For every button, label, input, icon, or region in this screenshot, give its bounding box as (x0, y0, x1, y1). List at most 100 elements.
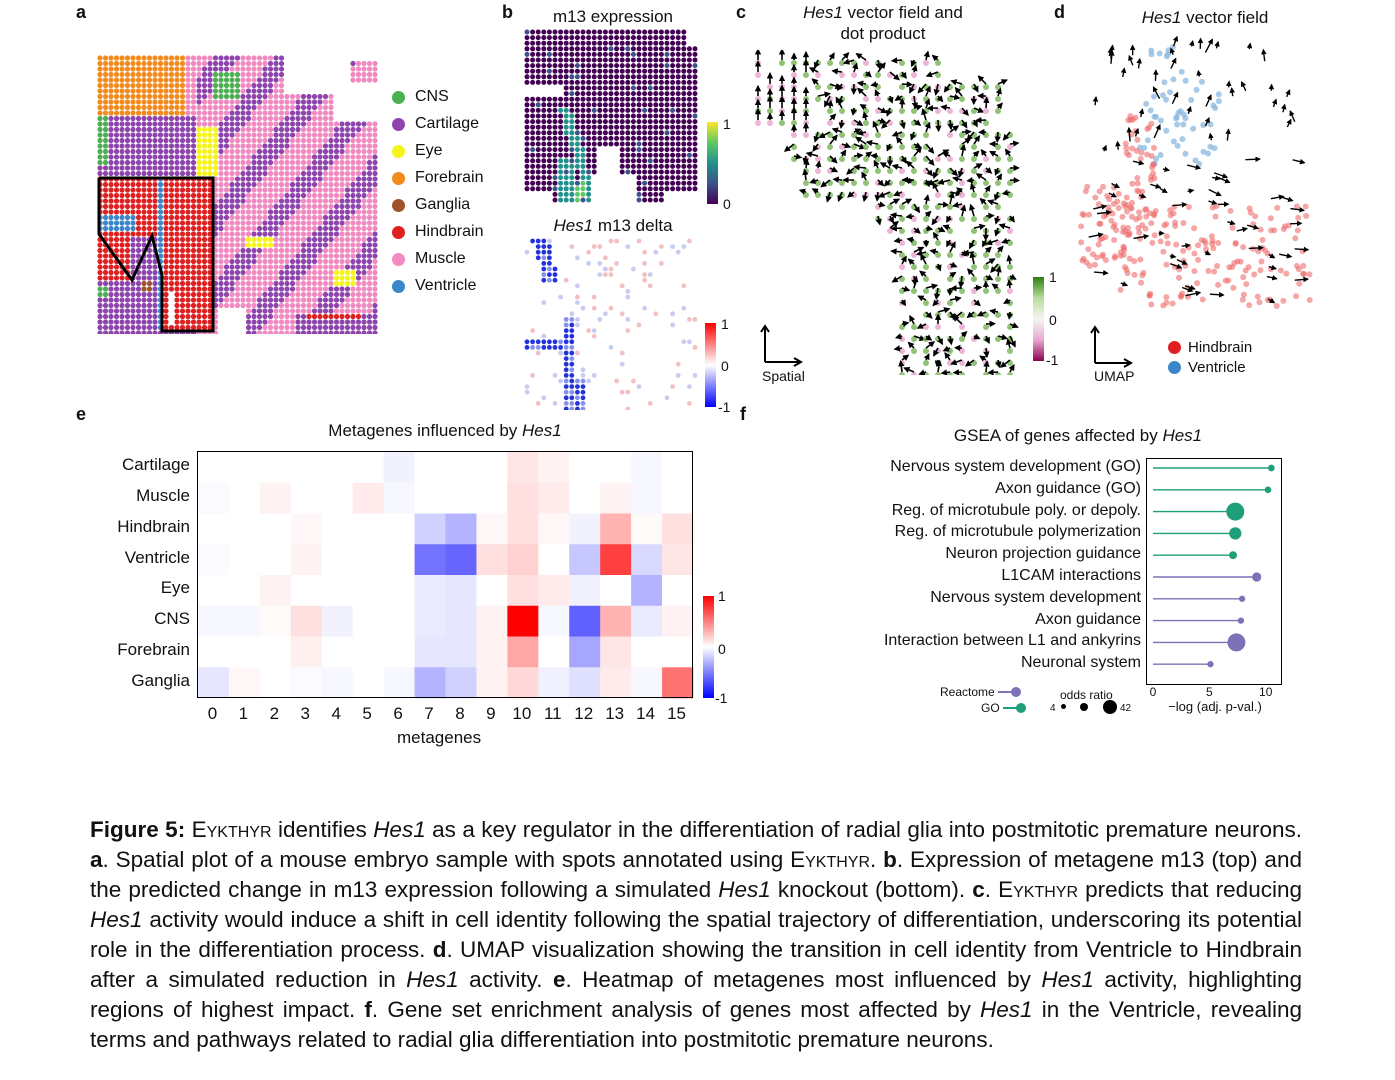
spot (97, 143, 103, 149)
spot (240, 192, 246, 199)
spot (355, 148, 362, 155)
spot (97, 60, 103, 67)
heatmap-cell-cns-11 (538, 605, 570, 637)
spot (245, 242, 252, 248)
expression-spot (686, 147, 692, 153)
spot (278, 231, 285, 237)
spot (289, 220, 296, 226)
umap-legend-label: Ventricle (1188, 359, 1246, 376)
spot (333, 231, 340, 237)
vector-arrow (969, 203, 976, 217)
dot-spot (935, 72, 941, 78)
heatmap-cell-ventricle-2 (259, 544, 292, 576)
spot (218, 121, 224, 127)
spot (273, 77, 279, 83)
spot (350, 214, 356, 221)
spot (108, 297, 114, 303)
spot (108, 93, 114, 100)
umap-point-ventricle (1198, 78, 1205, 85)
dot-spot (995, 204, 1001, 210)
delta-spot (569, 373, 575, 378)
heatmap-cell-ventricle-6 (383, 544, 415, 576)
spot (251, 165, 257, 171)
spot (267, 159, 274, 166)
spot (102, 132, 109, 138)
expression-spot (664, 79, 670, 85)
spot (196, 198, 202, 204)
expression-spot (675, 35, 681, 41)
spot (262, 159, 268, 166)
expression-spot (630, 124, 636, 130)
expression-spot (642, 74, 648, 80)
expression-spot (653, 119, 659, 125)
expression-spot (670, 141, 676, 147)
expression-spot (692, 169, 698, 175)
spot (146, 302, 153, 309)
vector-arrow (889, 198, 901, 205)
spot (234, 231, 241, 237)
expression-spot (541, 169, 547, 175)
expression-spot (686, 107, 692, 113)
spot (130, 198, 136, 204)
expression-spot (670, 169, 676, 175)
spot (273, 275, 279, 281)
expression-spot (664, 40, 670, 46)
spot (240, 159, 246, 166)
delta-spot (569, 395, 575, 401)
spot (157, 198, 164, 204)
spot (152, 286, 158, 292)
delta-spot (591, 294, 597, 300)
spot (119, 220, 125, 226)
spot (278, 275, 285, 281)
expression-spot (586, 180, 592, 186)
spot (295, 236, 301, 243)
heatmap-row-label: Hindbrain (117, 516, 190, 536)
spot (251, 220, 257, 226)
spot (256, 330, 263, 334)
expression-spot (546, 102, 552, 108)
umap-point-hindbrain (1131, 258, 1138, 265)
spot (190, 115, 197, 122)
spot (223, 225, 230, 232)
expression-spot (681, 74, 687, 80)
spot (163, 209, 169, 215)
spot (273, 170, 279, 177)
expression-spot (630, 85, 636, 91)
spot (245, 192, 252, 199)
expression-spot (563, 113, 569, 119)
dot-spot (815, 96, 821, 102)
delta-spot (608, 272, 614, 277)
umap-point-hindbrain (1123, 145, 1130, 152)
spot (130, 132, 136, 138)
expression-spot (569, 29, 575, 35)
spot (361, 159, 367, 166)
spot (240, 275, 246, 281)
heatmap-row-label: Eye (160, 578, 190, 598)
heatmap-cell-muscle-9 (476, 482, 508, 514)
spot (185, 192, 191, 199)
spot (240, 121, 246, 127)
spot (350, 148, 356, 155)
spot (201, 242, 208, 248)
expression-spot (591, 130, 597, 136)
spot (350, 60, 356, 67)
umap-point-hindbrain (1246, 302, 1253, 309)
umap-point-hindbrain (1137, 155, 1144, 162)
spot (146, 214, 153, 221)
spot (102, 324, 109, 331)
spot (190, 181, 197, 188)
expression-spot (569, 135, 575, 141)
heatmap-column-label: 10 (512, 704, 532, 723)
spot (328, 313, 334, 320)
heatmap-cell-hindbrain-0 (198, 513, 230, 545)
delta-spot (552, 266, 558, 272)
umap-point-hindbrain (1120, 251, 1127, 258)
dot-spot (935, 324, 941, 330)
spot (245, 93, 252, 100)
delta-spot (687, 317, 692, 322)
expression-spot (670, 175, 676, 181)
spot (273, 165, 279, 171)
spot (124, 220, 131, 226)
spot (207, 110, 213, 116)
spot (229, 269, 235, 276)
